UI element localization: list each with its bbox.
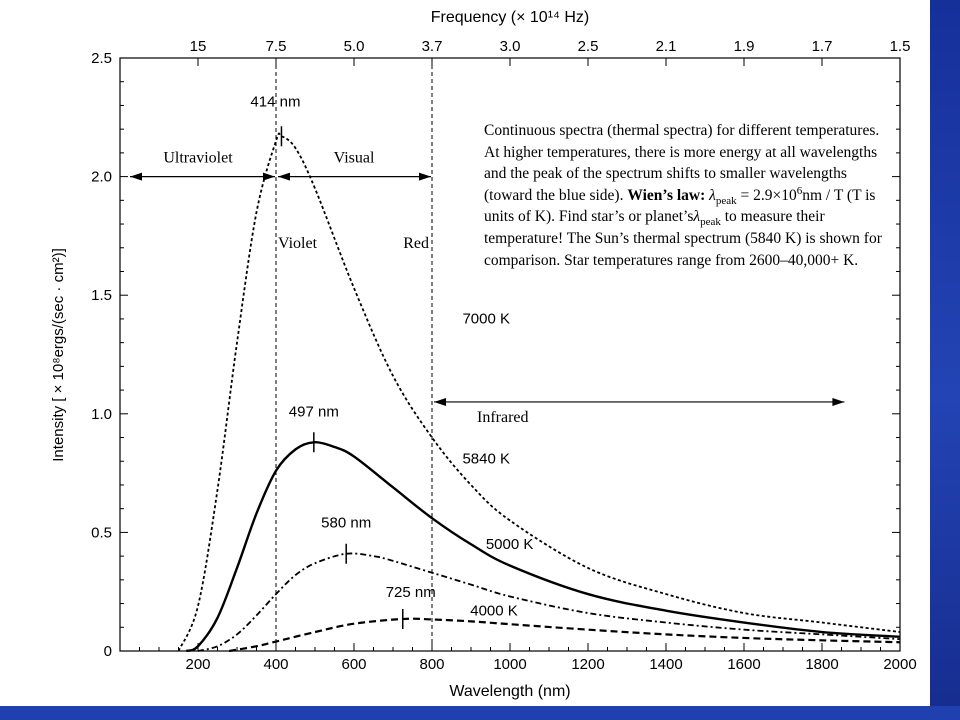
top-tick-label: 7.5 (266, 38, 287, 55)
top-tick-label: 1.5 (890, 38, 911, 55)
top-tick-label: 15 (190, 38, 207, 55)
peak-label: 497 nm (289, 403, 339, 420)
annotation-line-2: (T is units of K). Find star’s or planet… (484, 186, 876, 226)
blackbody-chart: 200 400 600 800 1000 1200 1400 1600 1800 2000 0 0.5… (50, 9, 917, 700)
peak-label: 580 nm (321, 515, 371, 532)
figure-panel: 200 400 600 800 1000 1200 1400 1600 1800 2000 0 0.5… (0, 0, 930, 706)
top-tick-label: 3.7 (422, 38, 443, 55)
x-tick-label: 600 (341, 656, 366, 673)
curve-5000k (197, 552, 901, 652)
wien-formula-a: = 2.9×10 (740, 186, 797, 204)
curve-label: 5000 K (486, 536, 534, 553)
x-tick-label: 1000 (493, 656, 526, 673)
region-arrowhead (434, 397, 446, 406)
top-axis-title: Frequency (× 10¹⁴ Hz) (431, 9, 589, 26)
region-arrowhead (278, 172, 290, 181)
lambda-symbol-2: λ (693, 208, 701, 226)
y-axis-title: Intensity [ × 10⁸ergs/(sec · cm²)] (50, 248, 67, 461)
y-tick-label: 0 (104, 643, 112, 660)
x-axis-title: Wavelength (nm) (449, 683, 570, 700)
wien-formula-exponent: 6 (796, 184, 803, 197)
region-arrowhead (419, 172, 431, 181)
curve-7000k (177, 132, 901, 652)
peak-label: 414 nm (250, 93, 300, 110)
curve-4000k (229, 617, 901, 653)
top-tick-label: 5.0 (344, 38, 365, 55)
wien-formula-b: nm / T (802, 186, 844, 204)
slide-background-right (930, 0, 960, 720)
region-label: Visual (334, 150, 375, 167)
top-tick-label: 1.9 (734, 38, 755, 55)
x-tick-label: 800 (419, 656, 444, 673)
region-label: Infrared (477, 409, 529, 426)
annotation-text: Continuous spectra (thermal spectra) for… (484, 120, 894, 271)
region-label: Ultraviolet (163, 150, 233, 167)
region-arrowhead (130, 172, 142, 181)
annotation-line-1: Continuous spectra (thermal spectra) for… (484, 122, 880, 204)
slide-background-bottom (0, 706, 960, 720)
y-tick-label: 2.0 (91, 169, 112, 186)
top-tick-label: 2.5 (578, 38, 599, 55)
x-tick-label: 1200 (571, 656, 604, 673)
boundary-label: Violet (278, 235, 318, 252)
curve-5840k (185, 441, 901, 653)
x-tick-label: 1400 (649, 656, 682, 673)
x-tick-label: 1600 (727, 656, 760, 673)
region-arrowhead (832, 397, 845, 406)
peak-label: 725 nm (386, 584, 436, 601)
x-tick-label: 400 (263, 656, 288, 673)
curve-label: 5840 K (462, 451, 510, 468)
y-tick-label: 2.5 (91, 50, 112, 67)
x-tick-label: 200 (185, 656, 210, 673)
curve-label: 7000 K (462, 311, 510, 328)
peak-subscript-2: peak (700, 216, 721, 229)
y-tick-label: 1.5 (91, 287, 112, 304)
x-tick-label: 1800 (805, 656, 838, 673)
region-arrowhead (263, 172, 275, 181)
y-tick-label: 0.5 (91, 524, 112, 541)
top-tick-label: 1.7 (812, 38, 833, 55)
top-tick-label: 3.0 (500, 38, 521, 55)
annotation-line-3: to measure their temperature! The Sun’s … (484, 208, 882, 269)
peak-subscript: peak (715, 194, 737, 207)
curve-label: 4000 K (470, 602, 518, 619)
lambda-symbol: λ (709, 186, 716, 204)
top-tick-label: 2.1 (656, 38, 677, 55)
wien-law-label: Wien’s law: (627, 186, 706, 204)
y-tick-label: 1.0 (91, 406, 112, 423)
boundary-label: Red (403, 235, 429, 252)
x-tick-label: 2000 (883, 656, 916, 673)
